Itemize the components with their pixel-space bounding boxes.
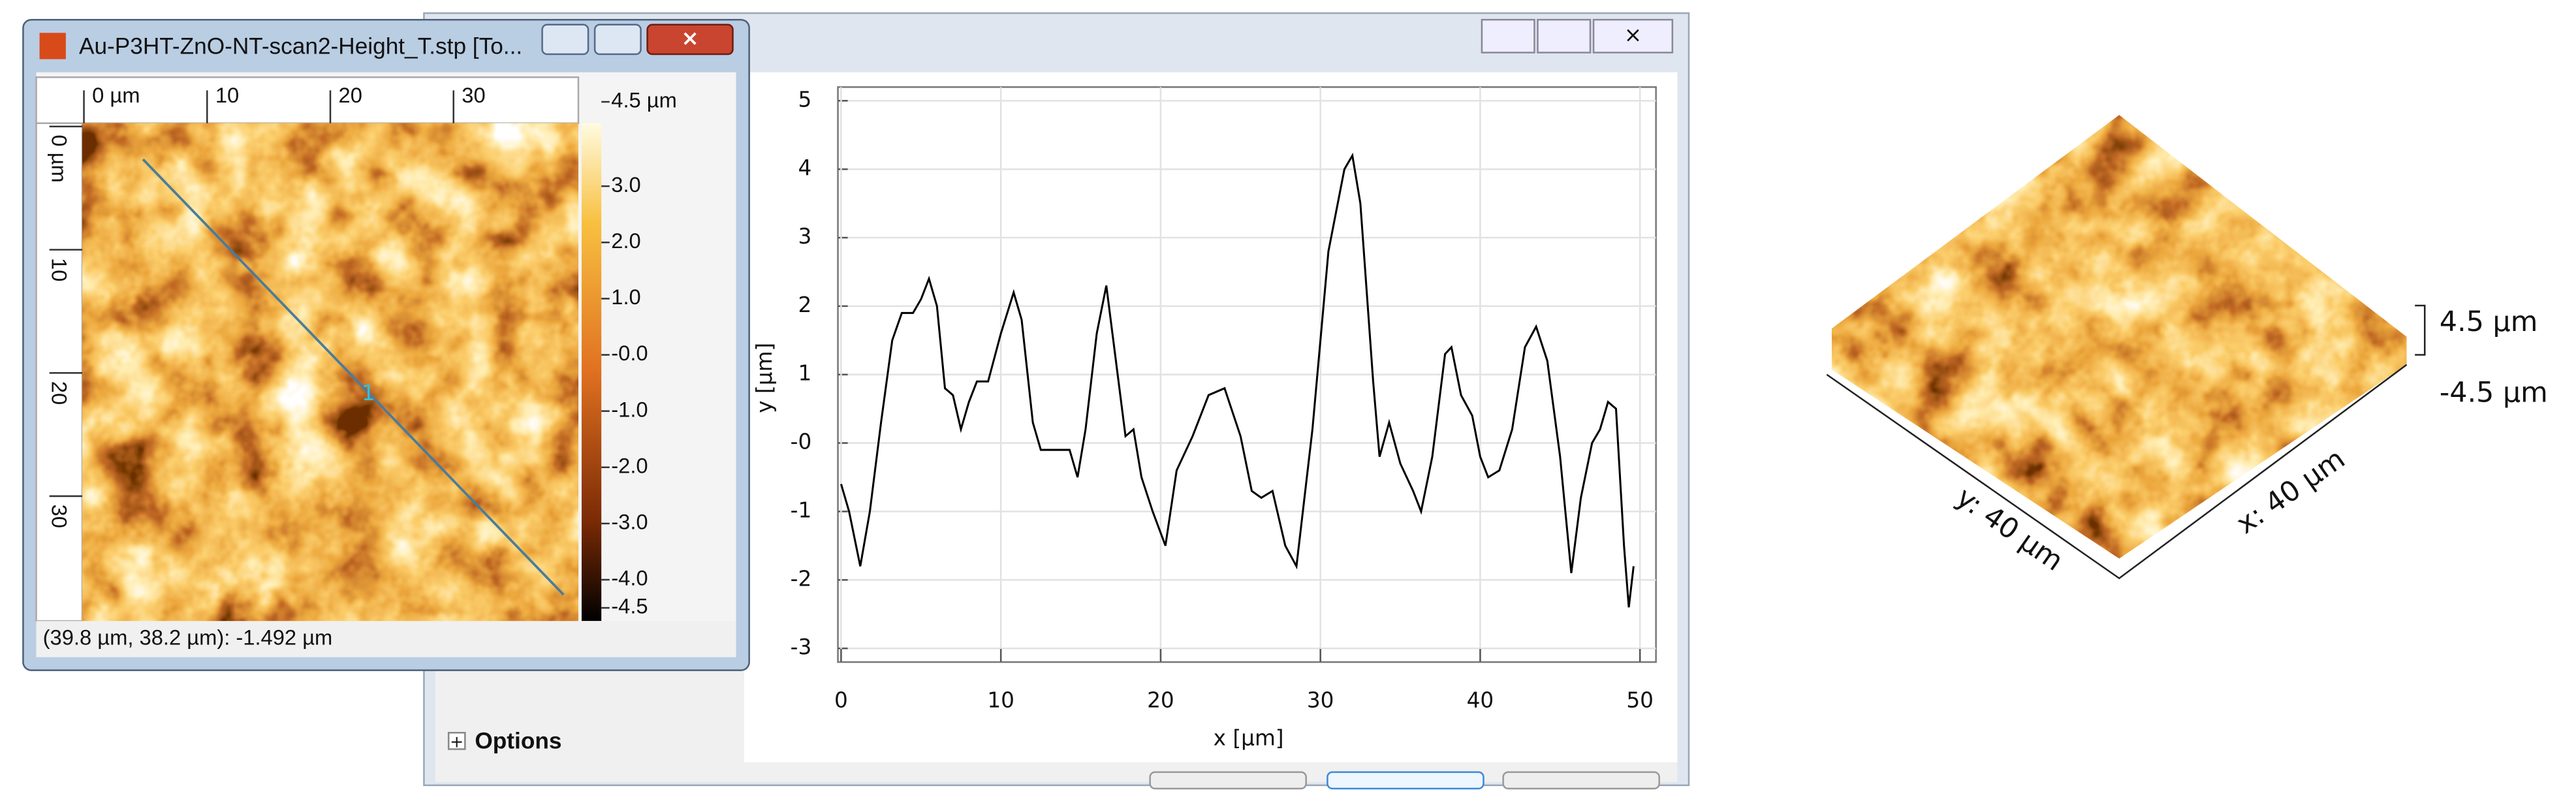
expander-icon: + (450, 732, 463, 751)
y-tick-label: -2 (791, 566, 812, 591)
y-tick-label: 1 (798, 361, 811, 386)
profile-label: 1 (362, 381, 375, 405)
ruler-left (35, 122, 84, 622)
profile-curve (840, 152, 1635, 608)
z-max-label: 4.5 µm (2440, 306, 2537, 338)
close-button[interactable] (1592, 18, 1674, 54)
y-tick-label: 4 (798, 155, 811, 180)
profile-plot: 5 4 3 2 1 -0 -1 -2 -3 0 10 20 30 40 50 (791, 87, 1656, 712)
ruler-label: 10 (215, 83, 239, 107)
3d-view: y: 40 µm x: 40 µm 4.5 µm -4.5 µm (1826, 115, 2548, 580)
y-tick-label: -0 (791, 430, 812, 454)
base-axes (1826, 364, 2408, 580)
x-tick-label: 0 (834, 687, 848, 712)
x-tick-label: 10 (987, 687, 1014, 712)
y-tick-label: -3 (791, 635, 812, 659)
ruler-label: 10 (48, 258, 72, 281)
minimize-button[interactable] (1481, 18, 1535, 54)
z-min-label: -4.5 µm (2440, 376, 2548, 409)
y-tick-label: -1 (791, 497, 812, 522)
colorbar-label: -0.0 (611, 341, 648, 365)
ruler-label: 20 (48, 381, 72, 405)
maximize-button[interactable] (1537, 18, 1592, 54)
ruler-label: 0 µm (48, 134, 72, 182)
ruler-label: 30 (48, 505, 72, 528)
colorbar-label: -2.0 (611, 453, 648, 477)
ruler-label: 30 (462, 83, 485, 107)
options-label[interactable]: Options (475, 729, 561, 754)
colorbar-label: -1.0 (611, 397, 648, 421)
y-axis-label: y [µm] (752, 343, 777, 413)
close-button[interactable] (646, 24, 734, 55)
colorbar-label: -4.5 (611, 594, 648, 618)
minimize-button[interactable] (541, 24, 589, 55)
window-title: Au-P3HT-ZnO-NT-scan2-Height_T.stp [To... (79, 33, 522, 59)
x-tick-label: 50 (1626, 687, 1654, 712)
app-icon (39, 33, 66, 59)
afm-image (82, 123, 578, 622)
button[interactable] (1502, 771, 1660, 790)
data-window: Au-P3HT-ZnO-NT-scan2-Height_T.stp [To...… (22, 18, 750, 671)
button[interactable] (1327, 771, 1484, 790)
close-icon: × (1624, 22, 1642, 47)
y-tick-label: 3 (798, 224, 811, 249)
maximize-button[interactable] (593, 24, 642, 55)
x-tick-label: 20 (1147, 687, 1174, 712)
color-bar (581, 123, 602, 622)
x-tick-label: 40 (1467, 687, 1494, 712)
colorbar-label: 4.5 µm (611, 88, 677, 112)
colorbar-label: -3.0 (611, 510, 648, 534)
status-text: (39.8 µm, 38.2 µm): -1.492 µm (43, 625, 333, 649)
y-tick-label: 5 (798, 87, 811, 112)
rulers: 0 µm 10 20 30 0 µm 10 20 30 4.5 µm 3.0 2.0 1.0 -0.0 -… (48, 83, 677, 618)
surface (1831, 115, 2407, 559)
x-tick-label: 30 (1307, 687, 1334, 712)
colorbar-label: 2.0 (611, 229, 640, 253)
y-tick-label: 2 (798, 292, 811, 317)
colorbar-label: 1.0 (611, 285, 640, 309)
x-axis-label: x [µm] (1214, 725, 1284, 750)
z-scale (2415, 304, 2426, 356)
ruler-top (35, 76, 580, 124)
status-bar (36, 621, 736, 657)
colorbar-label: -4.0 (611, 566, 648, 590)
ruler-label: 20 (339, 83, 362, 107)
colorbar-label: 3.0 (611, 172, 640, 197)
profile-line (142, 158, 565, 596)
ruler-label: 0 µm (92, 83, 140, 107)
expander[interactable] (447, 732, 466, 750)
close-icon: × (681, 25, 699, 50)
button[interactable] (1149, 771, 1307, 790)
